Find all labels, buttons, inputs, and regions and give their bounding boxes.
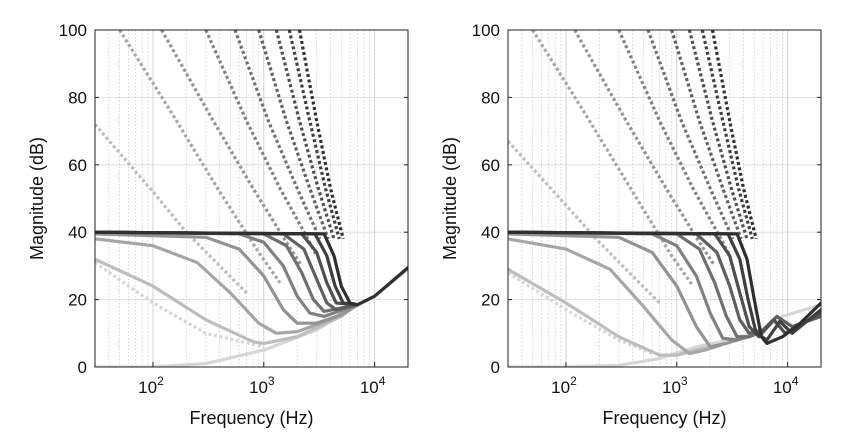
solid-series-8 bbox=[508, 230, 821, 339]
dotted-series-1 bbox=[95, 261, 265, 349]
dotted-series-4 bbox=[573, 30, 717, 267]
y-tick-label: 40 bbox=[68, 223, 87, 242]
dotted-series-3 bbox=[118, 30, 282, 284]
chart-panel-1: 0 20 40 60 80 100 102 103 104 Frequency (Hz) Magni… bbox=[27, 21, 409, 428]
solid-series-4 bbox=[95, 232, 360, 325]
y-tick-label: 80 bbox=[481, 88, 500, 107]
dotted-series-8 bbox=[687, 30, 749, 240]
x-tick-label: 103 bbox=[662, 374, 688, 397]
y-axis-label: Magnitude (dB) bbox=[440, 137, 460, 260]
solid-series-10 bbox=[95, 230, 408, 307]
y-axis-label: Magnitude (dB) bbox=[27, 137, 47, 260]
y-tick-label: 100 bbox=[59, 21, 87, 40]
y-tick-label: 80 bbox=[68, 88, 87, 107]
y-tick-label: 0 bbox=[491, 358, 500, 377]
solid-series-2 bbox=[95, 257, 360, 345]
y-tick-label: 20 bbox=[68, 291, 87, 310]
dotted-series-7 bbox=[257, 30, 330, 240]
chart-panel-2: 0 20 40 60 80 100 102 103 104 Frequency (Hz) Magni… bbox=[440, 21, 822, 428]
dotted-series-2 bbox=[95, 123, 248, 295]
y-tick-label: 0 bbox=[78, 358, 87, 377]
dotted-series-5 bbox=[617, 30, 732, 257]
dotted-series-9 bbox=[287, 30, 341, 240]
dotted-series-5 bbox=[204, 30, 319, 257]
y-tick-label: 40 bbox=[481, 223, 500, 242]
dotted-series-8 bbox=[274, 30, 336, 240]
solid-series-4 bbox=[508, 232, 739, 349]
solid-series-2 bbox=[508, 267, 712, 357]
y-tick-label: 60 bbox=[68, 156, 87, 175]
x-axis-label: Frequency (Hz) bbox=[602, 408, 726, 428]
x-tick-label: 104 bbox=[360, 374, 386, 397]
x-tick-label: 104 bbox=[773, 374, 799, 397]
dotted-series-7 bbox=[670, 30, 743, 240]
dotted-series-6 bbox=[233, 30, 322, 240]
series-group bbox=[508, 30, 821, 367]
y-tick-label: 100 bbox=[472, 21, 500, 40]
x-tick-label: 102 bbox=[551, 374, 577, 397]
plot-frame bbox=[94, 29, 409, 368]
dotted-series-1 bbox=[508, 271, 653, 355]
x-tick-label: 102 bbox=[138, 374, 164, 397]
series-group bbox=[95, 30, 408, 367]
solid-series-9 bbox=[508, 230, 821, 342]
plot-frame bbox=[507, 29, 822, 368]
dotted-series-10 bbox=[710, 30, 758, 240]
dotted-series-9 bbox=[700, 30, 754, 240]
y-tick-label: 20 bbox=[481, 291, 500, 310]
solid-series-5 bbox=[95, 230, 360, 318]
x-tick-label: 103 bbox=[249, 374, 275, 397]
solid-series-6 bbox=[508, 230, 761, 339]
dotted-series-10 bbox=[297, 30, 345, 240]
dotted-series-6 bbox=[646, 30, 735, 240]
dotted-series-4 bbox=[160, 30, 304, 267]
solid-series-5 bbox=[508, 230, 751, 342]
solid-series-3 bbox=[508, 237, 723, 356]
y-tick-label: 60 bbox=[481, 156, 500, 175]
solid-series-10 bbox=[508, 230, 821, 345]
x-axis-label: Frequency (Hz) bbox=[189, 408, 313, 428]
solid-series-7 bbox=[508, 230, 821, 335]
dotted-series-2 bbox=[508, 140, 661, 305]
